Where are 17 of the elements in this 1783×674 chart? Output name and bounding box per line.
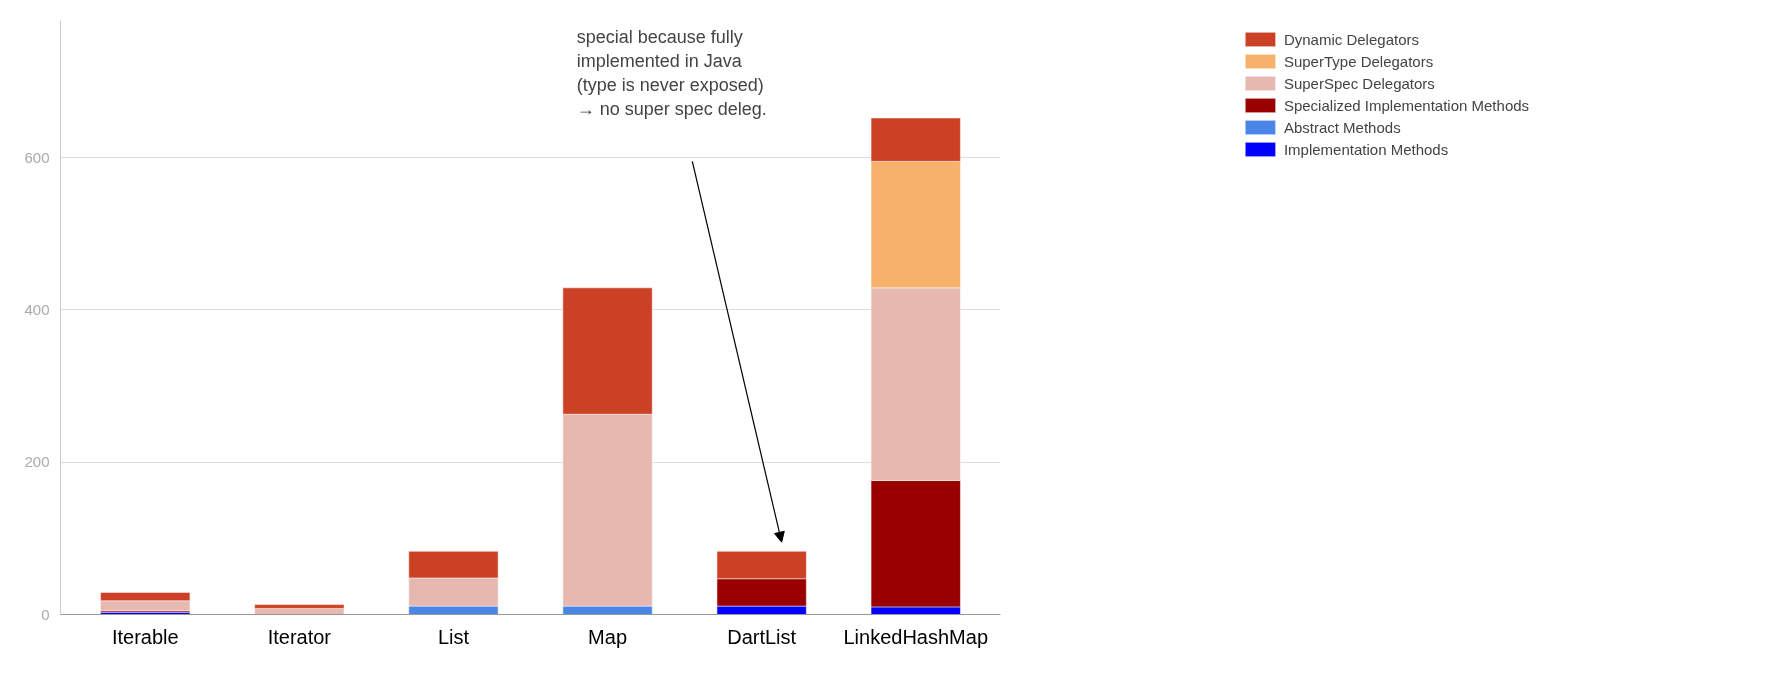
y-tick-label: 400: [24, 300, 50, 318]
annotation: special because fully implemented in Java (type is never exposed) → no super spec deleg.: [576, 26, 767, 119]
y-tick-label: 600: [24, 148, 50, 166]
x-tick-label: List: [437, 625, 470, 648]
legend-label: Abstract Methods: [1283, 118, 1401, 136]
x-tick-label: Map: [588, 625, 627, 648]
legend-label: Implementation Methods: [1283, 140, 1449, 158]
x-tick-label: Iterator: [267, 625, 332, 648]
y-tick-label: 0: [41, 605, 50, 623]
legend-label: SuperSpec Delegators: [1283, 74, 1435, 92]
legend-label: Specialized Implementation Methods: [1283, 96, 1530, 114]
x-tick-label: DartList: [727, 625, 797, 648]
y-tick-label: 200: [24, 453, 50, 471]
x-tick-label: Iterable: [111, 625, 179, 648]
x-tick-label: LinkedHashMap: [843, 625, 989, 648]
legend-label: SuperType Delegators: [1283, 52, 1434, 70]
legend-label: Dynamic Delegators: [1283, 30, 1419, 48]
